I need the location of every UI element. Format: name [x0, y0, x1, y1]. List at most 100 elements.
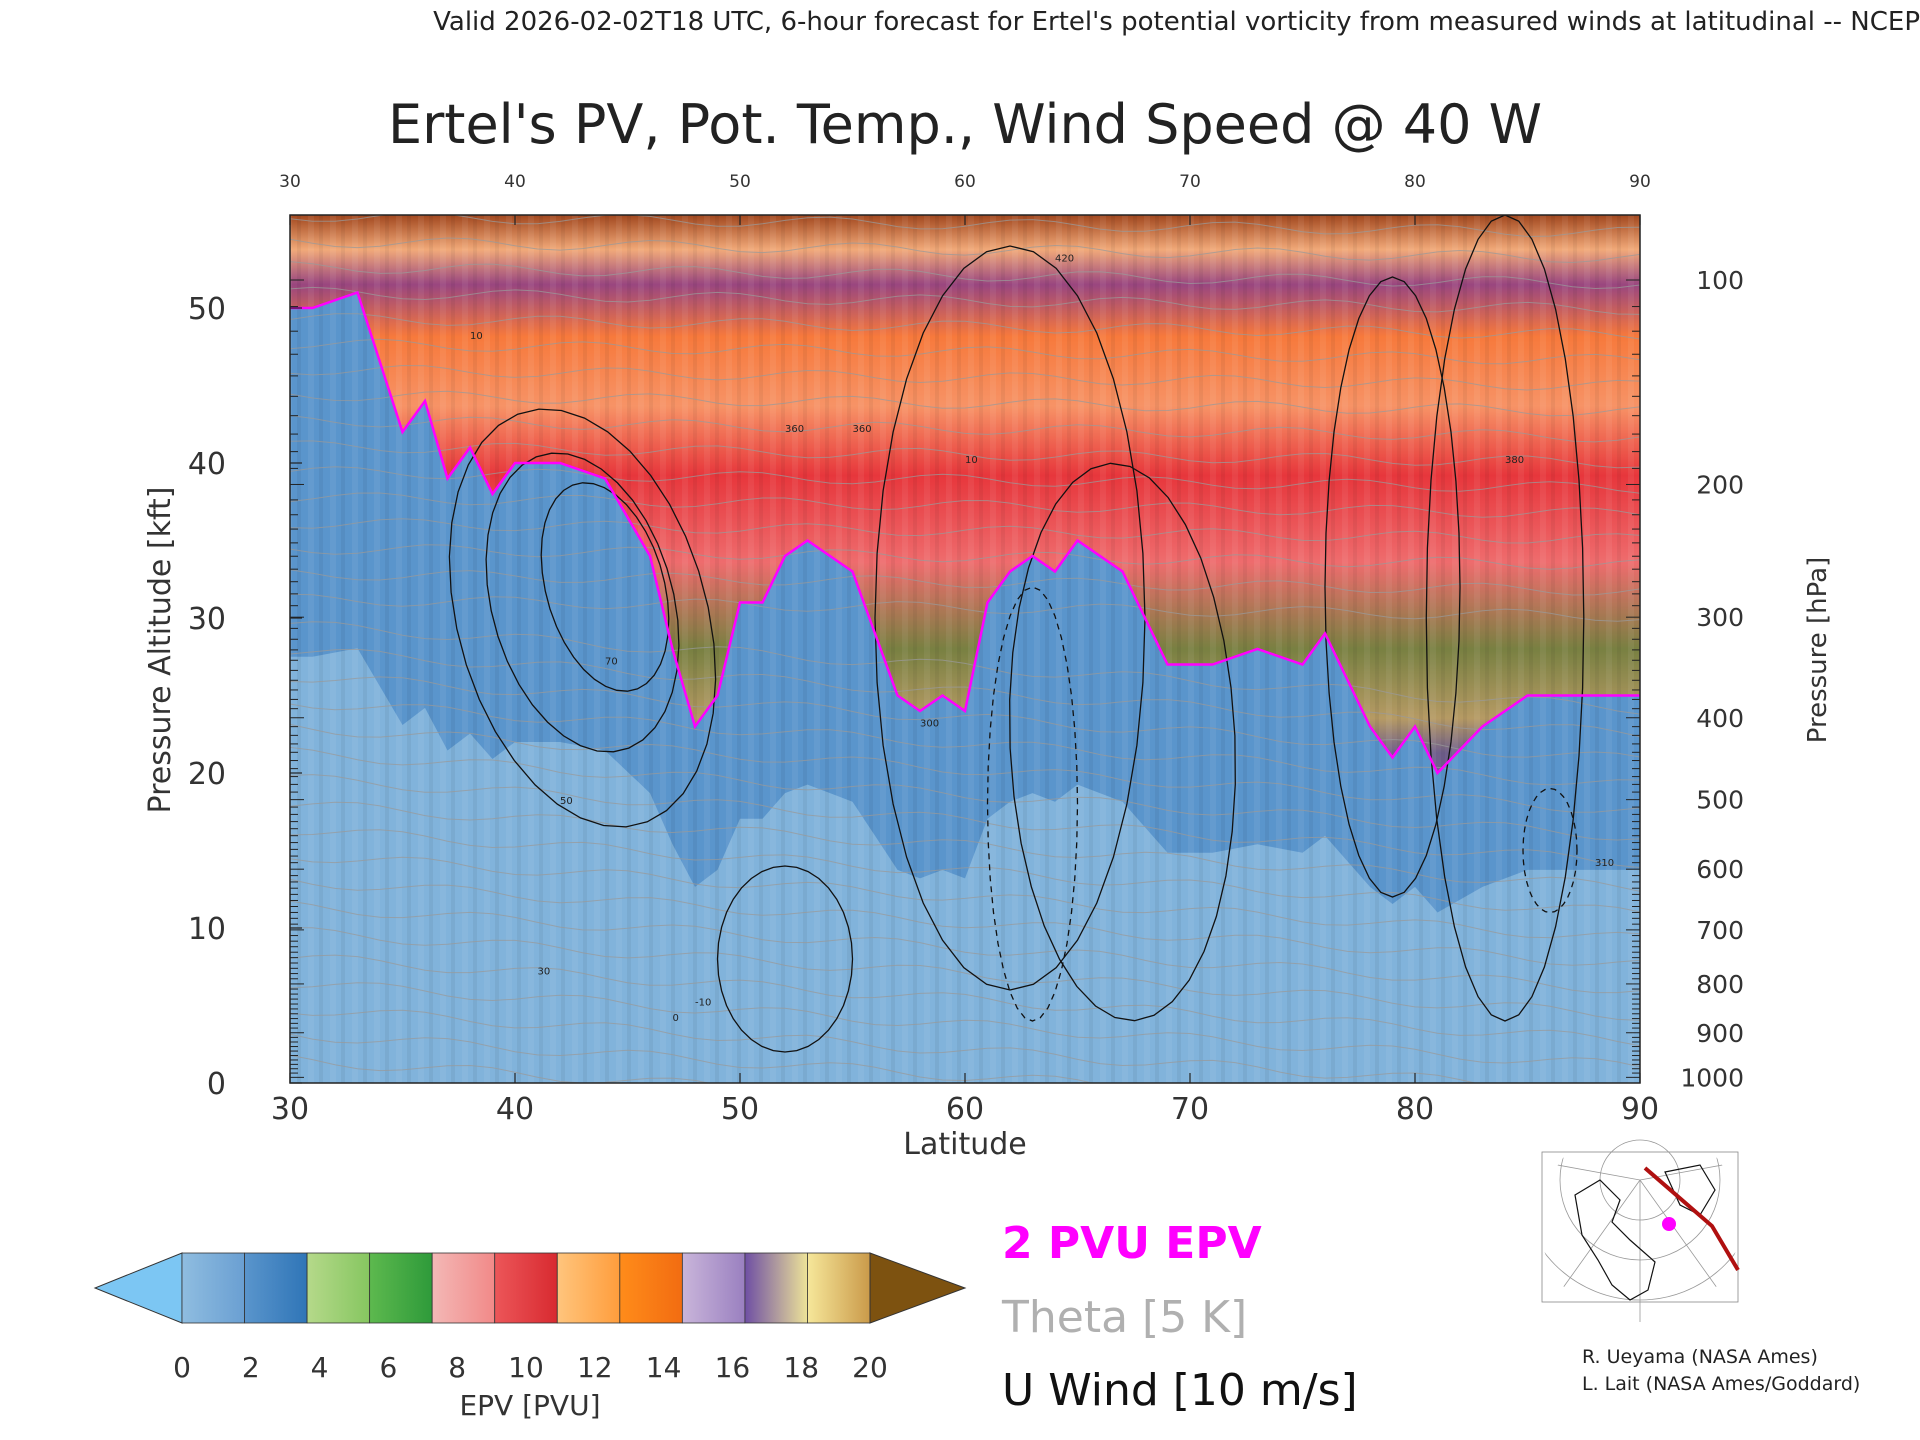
x-top-tick-label: 30 [279, 172, 301, 192]
u-wind-contour-line [986, 586, 1079, 1022]
u-wind-contour-line [716, 865, 854, 1053]
contour-label: 30 [538, 967, 551, 978]
y-tick-label: 10 [188, 912, 226, 947]
theta-contour-line [290, 440, 1640, 469]
colorbar-tick-label: 8 [448, 1351, 466, 1384]
x-top-tick-label: 50 [729, 172, 751, 192]
colorbar-band [807, 1252, 871, 1324]
pressure-tick-label: 500 [1696, 786, 1744, 815]
contour-label: -10 [695, 998, 711, 1009]
colorbar-band [681, 1252, 746, 1324]
theta-contour-line [290, 746, 1640, 841]
y-tick-label: 20 [188, 757, 226, 792]
theta-contour-line [290, 569, 1640, 596]
colorbar-label: EPV [PVU] [459, 1389, 600, 1422]
theta-contour-line [290, 801, 1640, 892]
pressure-tick-label: 200 [1696, 470, 1744, 499]
contour-label: 310 [1595, 858, 1614, 869]
pressure-tick-label: 800 [1696, 970, 1744, 999]
pressure-tick-label: 900 [1696, 1019, 1744, 1048]
pressure-tick-label: 700 [1696, 916, 1744, 945]
u-wind-contour-line [485, 452, 680, 753]
colorbar-tick-label: 18 [783, 1351, 819, 1384]
theta-contour-line [290, 621, 1640, 715]
theta-contour-line [290, 544, 1640, 570]
legend-entry-u-wind: U Wind [10 m/s] [1002, 1365, 1358, 1416]
colorbar-band [306, 1252, 371, 1324]
colorbar-band [744, 1252, 808, 1324]
theta-contour-line [290, 492, 1640, 518]
theta-contour-line [290, 237, 1640, 264]
theta-contours [290, 215, 1640, 1083]
cross-section-track [1643, 1166, 1740, 1272]
theta-contour-line [290, 723, 1640, 813]
theta-contour-line [290, 364, 1640, 391]
pressure-tick-label: 100 [1696, 266, 1744, 295]
theta-contour-line [290, 878, 1640, 966]
x-tick-label: 80 [1396, 1092, 1434, 1127]
x-axis-top: 30 40 50 60 70 80 90 [279, 172, 1651, 225]
contour-label: 380 [1505, 455, 1524, 466]
y-tick-label: 0 [207, 1067, 226, 1102]
theta-contour-line [290, 390, 1640, 417]
contour-label: 0 [673, 1013, 679, 1024]
credit-line-1: R. Ueyama (NASA Ames) [1582, 1346, 1818, 1368]
theta-contour-line [290, 1054, 711, 1083]
colorbar-band [369, 1252, 433, 1324]
u-wind-contour-line [1009, 462, 1236, 1022]
plot-area: 10 30 50 70 0 -10 10 300 360 360 310 420 380 [290, 215, 1640, 1083]
credit-line-2: L. Lait (NASA Ames/Goddard) [1582, 1373, 1860, 1395]
north-america-coastline [1574, 1179, 1656, 1301]
pressure-tick-label: 300 [1696, 603, 1744, 632]
theta-contour-line [290, 466, 1640, 494]
chart-title: Ertel's PV, Pot. Temp., Wind Speed @ 40 … [388, 93, 1542, 156]
theta-contour-line [290, 593, 1640, 622]
contour-label: 70 [605, 657, 618, 668]
colorbar-over-arrow [869, 1252, 967, 1324]
theta-contour-line [290, 774, 1640, 868]
contour-label: 300 [920, 719, 939, 730]
x-axis-bottom: 30 40 50 60 70 80 90 [271, 1073, 1659, 1127]
theta-contour-line [290, 415, 1640, 443]
theta-contour-line [290, 982, 1640, 1068]
x-tick-label: 70 [1171, 1092, 1209, 1127]
theta-contour-line [290, 518, 1640, 544]
colorbar-band [619, 1252, 683, 1324]
y2-axis-label: Pressure [hPa] [1803, 557, 1833, 744]
u-wind-contour-line [540, 482, 670, 692]
colorbar-tick-label: 0 [173, 1351, 191, 1384]
colorbar-tick-label: 6 [379, 1351, 397, 1384]
pressure-tick-label: 400 [1696, 704, 1744, 733]
y-axis-label: Pressure Altitude [kft] [143, 487, 178, 814]
colorbar-tick-label: 20 [852, 1351, 888, 1384]
colorbar-tick-label: 4 [311, 1351, 329, 1384]
u-wind-contour-line [1425, 215, 1585, 1022]
x-tick-label: 60 [946, 1092, 984, 1127]
x-tick-label: 40 [496, 1092, 534, 1127]
y-tick-label: 40 [188, 447, 226, 482]
x-tick-label: 30 [271, 1092, 309, 1127]
theta-contour-line [290, 313, 1640, 340]
colorbar-band [556, 1252, 621, 1324]
tropopause-2pvu-contour [290, 290, 1640, 776]
colorbar-tick-label: 2 [242, 1351, 260, 1384]
contour-label: 360 [853, 424, 872, 435]
pressure-tick-label: 1000 [1680, 1063, 1744, 1092]
inset-locator-map [1540, 1122, 1740, 1322]
epv-colorbar: 0 2 4 6 8 10 12 14 16 18 20 [93, 1252, 967, 1384]
theta-contour-line [290, 900, 1640, 994]
u-wind-contours [448, 215, 1585, 1053]
theta-contour-line [290, 338, 1640, 365]
theta-contour-line [290, 676, 1640, 758]
x-axis-label: Latitude [903, 1127, 1026, 1162]
u-wind-contour-line [1324, 276, 1461, 898]
contour-labels: 10 30 50 70 0 -10 10 300 360 360 310 420 380 [470, 254, 1614, 1025]
theta-contour-line [290, 954, 1640, 1047]
contour-label: 360 [785, 424, 804, 435]
colorbar-band [181, 1252, 245, 1324]
theta-contour-line [290, 927, 1640, 1021]
theta-contour-line [290, 856, 1640, 939]
field-texture [290, 215, 1640, 1083]
u-wind-contour-line [874, 245, 1146, 991]
y-tick-label: 50 [188, 292, 226, 327]
